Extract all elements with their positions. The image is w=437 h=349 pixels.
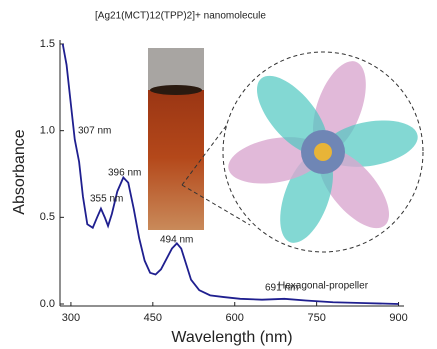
y-tick-label: 1.5: [40, 38, 55, 50]
y-tick-label: 0.0: [40, 298, 55, 310]
x-tick-label: 900: [389, 312, 407, 324]
annotation: 396 nm: [108, 168, 141, 179]
propeller-image: [182, 52, 423, 252]
y-axis-title: Absorbance: [11, 129, 28, 214]
chart-title: [Ag21(MCT)12(TPP)2]+ nanomolecule: [95, 11, 266, 22]
x-tick-label: 750: [307, 312, 325, 324]
vial-image: [148, 48, 204, 230]
y-tick-label: 0.5: [40, 211, 55, 223]
x-axis-title: Wavelength (nm): [171, 329, 292, 346]
page: [Ag21(MCT)12(TPP)2]+ nanomolecule Absorb…: [0, 0, 437, 349]
annotation: 494 nm: [160, 235, 193, 246]
x-tick-label: 600: [226, 312, 244, 324]
x-tick-label: 450: [144, 312, 162, 324]
chart: [Ag21(MCT)12(TPP)2]+ nanomolecule Absorb…: [0, 0, 437, 349]
x-tick-label: 300: [62, 312, 80, 324]
annotation: 307 nm: [78, 126, 111, 137]
annotation: 355 nm: [90, 194, 123, 205]
y-tick-label: 1.0: [40, 125, 55, 137]
annotation: Hexagonal-propeller: [278, 281, 369, 292]
